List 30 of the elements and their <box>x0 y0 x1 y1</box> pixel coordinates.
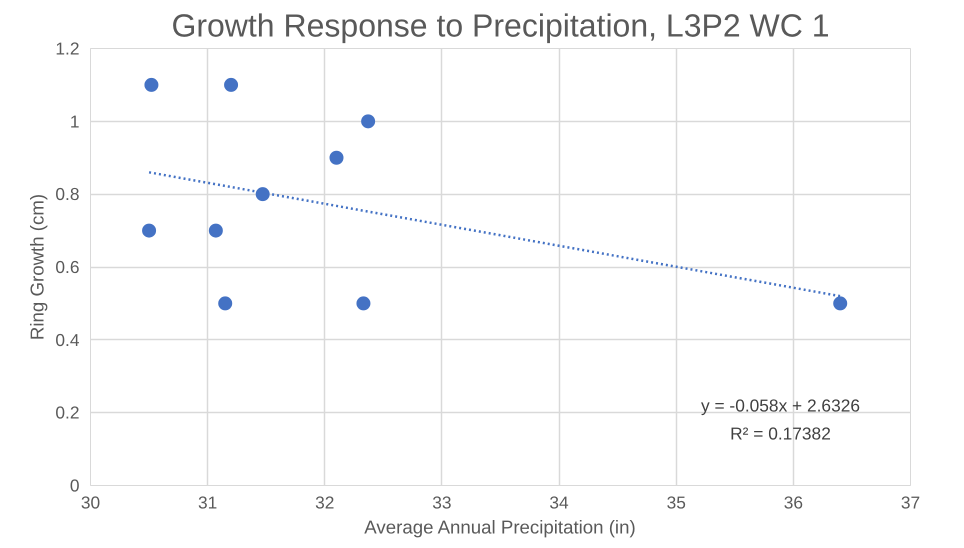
x-tick-label: 32 <box>315 492 334 512</box>
point <box>330 150 344 165</box>
point <box>208 224 223 238</box>
x-tick-label: 37 <box>900 492 920 512</box>
x-tick-label: 36 <box>784 492 803 512</box>
point <box>356 296 370 310</box>
x-tick-label: 35 <box>666 492 686 512</box>
y-tick-label: 0.2 <box>55 402 80 423</box>
x-tick-label: 30 <box>80 492 100 512</box>
annotation: y = -0.058x + 2.6326 <box>701 396 860 416</box>
y-tick-label: 0.6 <box>55 257 80 277</box>
x-tick-label: 34 <box>549 492 570 512</box>
x-axis-title: Average Annual Precipitation (in) <box>364 516 636 538</box>
y-axis-title: Ring Growth (cm) <box>26 194 48 340</box>
point <box>224 78 238 92</box>
y-tick-label: 0.4 <box>55 330 80 350</box>
y-tick-label: 0.8 <box>55 184 80 204</box>
point <box>833 296 848 310</box>
x-tick-label: 31 <box>198 492 218 512</box>
point <box>361 114 376 128</box>
point <box>144 78 158 92</box>
chart-title: Growth Response to Precipitation, L3P2 WC 1 <box>171 8 830 44</box>
annotation: R² = 0.17382 <box>730 424 831 444</box>
y-tick-label: 1.2 <box>55 38 80 58</box>
point <box>256 187 270 202</box>
y-tick-label: 1 <box>70 111 80 132</box>
point <box>142 224 156 238</box>
y-tick-label: 0 <box>70 476 80 496</box>
x-tick-label: 33 <box>432 492 452 512</box>
point <box>218 296 232 310</box>
